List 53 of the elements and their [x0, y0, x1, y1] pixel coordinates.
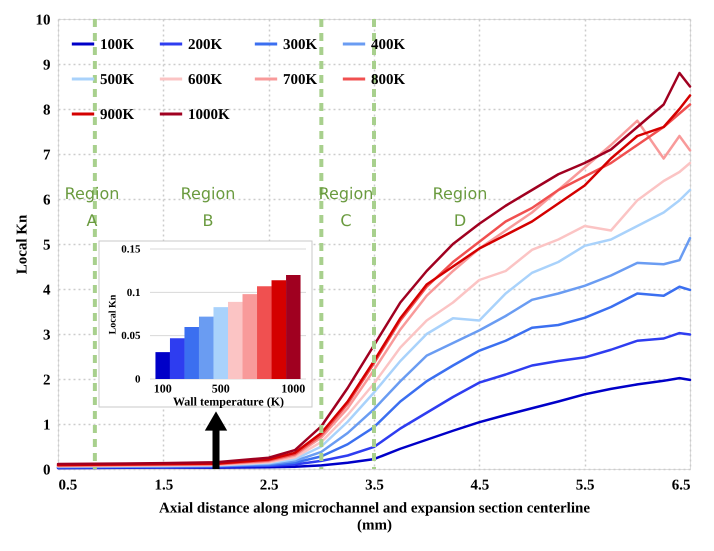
x-tick-label: 5.5: [576, 478, 595, 494]
x-tick-label: 4.5: [470, 478, 490, 494]
legend-label: 800K: [371, 72, 406, 88]
y-tick-label: 7: [43, 148, 51, 164]
y-tick-label: 1: [43, 418, 50, 434]
x-tick-label: 1000: [281, 382, 306, 396]
y-tick-label: 0: [43, 462, 50, 478]
y-tick-label: 5: [43, 238, 50, 254]
bar: [170, 338, 184, 379]
x-tick-label: 500: [212, 382, 230, 396]
bar: [242, 294, 258, 379]
legend-label: 700K: [283, 72, 318, 88]
legend-label: 100K: [100, 37, 134, 53]
annotation: Region C: [318, 184, 374, 230]
y-tick-label: 0: [135, 374, 141, 386]
annotation: Region D: [432, 184, 488, 230]
y-axis-title: Local Kn: [14, 214, 30, 274]
x-tick-label: 0.5: [58, 478, 78, 494]
legend-label: 900K: [100, 107, 134, 123]
bar: [272, 280, 286, 379]
legend-label: 600K: [188, 72, 222, 88]
x-tick-label: 6.5: [672, 478, 690, 494]
legend-label: 200K: [188, 37, 222, 53]
y-axis-title: Local Kn: [107, 294, 118, 334]
x-tick-label: 1.5: [154, 478, 174, 494]
bar: [155, 352, 170, 379]
y-tick-label: 3: [43, 328, 50, 344]
y-tick-label: 8: [43, 102, 50, 118]
bar: [257, 286, 272, 379]
legend-label: 1000K: [188, 107, 230, 123]
y-tick-label: 0.15: [121, 244, 141, 256]
legend-label: 300K: [283, 37, 318, 53]
x-axis-title: Axial distance along microchannel and expansion section centerline (mm): [159, 500, 590, 534]
x-tick-label: 2.5: [260, 478, 279, 494]
x-axis-title: Wall temperature (K): [172, 394, 284, 408]
y-tick-label: 2: [43, 372, 50, 388]
annotation: Region B: [180, 184, 236, 230]
legend-label: 500K: [100, 72, 134, 88]
bar: [228, 302, 243, 379]
y-tick-label: 9: [43, 58, 50, 74]
x-tick-label: 100: [154, 382, 172, 396]
bar: [213, 307, 228, 379]
y-tick-label: 0.1: [126, 286, 140, 299]
bar: [198, 316, 214, 379]
y-tick-label: 0.05: [121, 330, 141, 342]
bar: [184, 327, 199, 379]
legend-label: 400K: [371, 37, 406, 53]
annotation: Region A: [64, 184, 120, 230]
x-tick-label: 3.5: [365, 478, 384, 494]
bar: [286, 275, 301, 379]
y-tick-label: 6: [43, 192, 51, 208]
y-tick-label: 10: [36, 12, 50, 28]
y-tick-label: 4: [43, 282, 51, 298]
